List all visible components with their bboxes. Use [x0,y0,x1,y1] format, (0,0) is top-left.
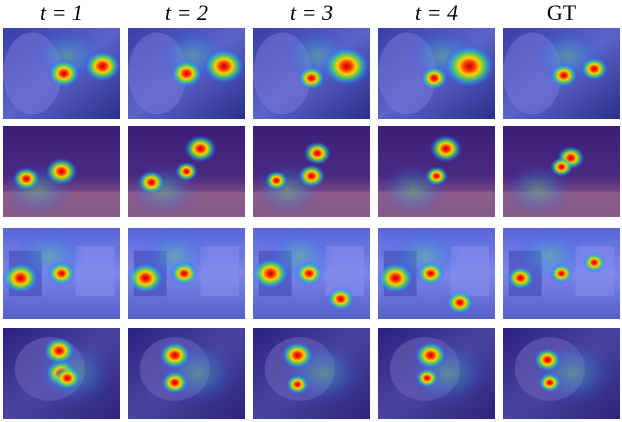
heatmap-image [128,328,245,419]
heatmap-image [503,28,620,119]
heat-blob [127,262,164,294]
heat-blob [45,158,78,186]
heat-blob [184,135,217,163]
heat-blob [533,348,561,372]
heat-blob [417,262,445,286]
heat-blob [175,162,198,182]
heatmap-image [3,126,120,217]
heatmap-image [378,28,495,119]
column-header: t = 1 [40,0,83,25]
heatmap-image [3,328,120,419]
heatmap-image [253,328,370,419]
column-headers: t = 1 t = 2 t = 3 t = 4 GT [40,0,577,25]
heatmap-image [377,228,495,319]
heat-blob [429,135,462,163]
heat-blob [161,371,189,395]
heatmap-image [252,228,370,319]
heat-blob [265,171,288,191]
heat-blob [550,63,578,87]
heatmap-image [3,28,121,119]
heatmap-image [378,328,495,419]
heat-blob [295,262,323,286]
heat-blob [12,167,40,191]
heat-blob [323,46,370,86]
heat-blob [446,291,474,315]
figure: t = 1 t = 2 t = 3 t = 4 GT [0,0,622,422]
heat-blob [303,141,331,165]
heat-blob [538,373,561,393]
heat-blob [507,266,535,290]
heat-blob [252,258,289,290]
heatmap-image [127,228,245,319]
heat-blob [170,262,198,286]
column-header: GT [547,0,577,25]
column-header: t = 2 [165,0,208,25]
column-header: t = 4 [415,0,458,25]
heatmap-image [2,228,120,319]
heat-blob [158,341,191,369]
heatmap-image [378,126,495,217]
heat-blob [580,57,608,81]
heat-blob [425,166,448,186]
heat-blob [203,48,245,84]
heatmap-image [128,126,245,217]
heat-blob [170,60,203,88]
heat-blob [414,341,447,369]
heatmap-image [253,126,370,217]
heatmap-image [253,28,370,119]
heat-blob [47,60,80,88]
column-header: t = 3 [290,0,333,25]
heatmap-image [128,28,245,119]
heatmap-image [503,126,620,217]
heat-blob [47,262,75,286]
heat-blob [550,157,573,177]
heatmap-image [503,328,620,419]
heat-blob [53,366,81,390]
heat-blob [84,50,121,82]
heat-blob [415,368,438,388]
heat-blob [550,264,573,284]
heatmap-image [503,228,620,319]
heat-blob [286,374,309,394]
heat-blob [444,44,495,88]
heat-blob [297,66,325,90]
heat-blob [327,287,355,311]
heat-blob [377,262,414,294]
heat-blob [583,253,606,273]
heat-blob [2,262,39,294]
heat-blob [281,341,314,369]
heat-blob [137,170,165,194]
image-grid [2,28,620,419]
heat-blob [297,164,325,188]
